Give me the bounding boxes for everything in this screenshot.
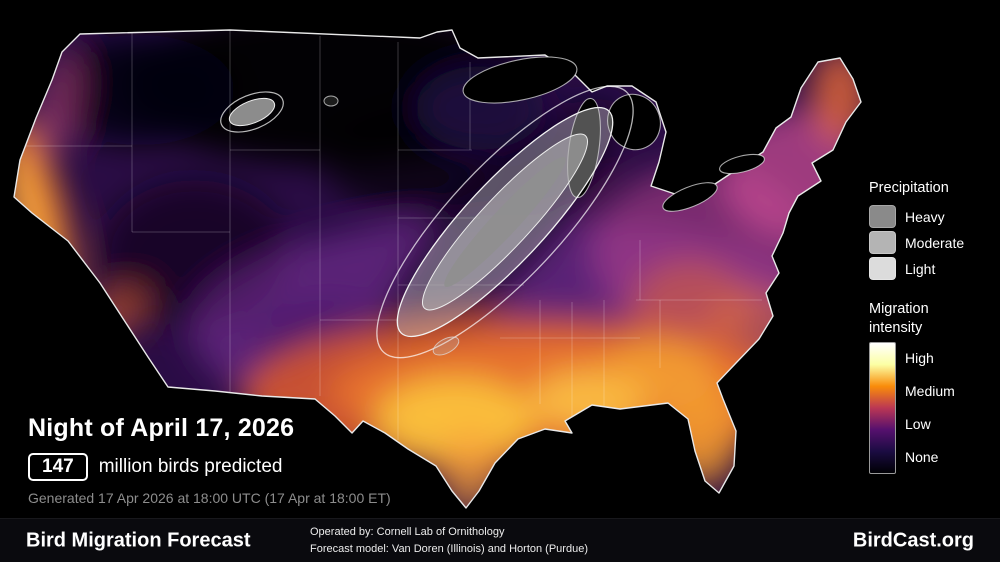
footer-bar: Bird Migration Forecast Operated by: Cor… (0, 518, 1000, 562)
credits: Operated by: Cornell Lab of Ornithology … (310, 523, 588, 557)
forecast-date-title: Night of April 17, 2026 (28, 414, 295, 442)
us-outline (13, 29, 862, 509)
us-migration-map (13, 29, 862, 509)
legend: Precipitation Heavy Moderate Light Migra… (869, 180, 999, 474)
precipitation-legend-title: Precipitation (869, 180, 949, 196)
precip-item-heavy: Heavy (869, 205, 999, 228)
migration-legend-title: Migration intensity (869, 301, 929, 336)
bird-count-suffix: million birds predicted (98, 456, 283, 477)
great-lakes (462, 56, 765, 212)
precipitation-overlay (220, 85, 634, 359)
migration-scale: High Medium Low None (869, 341, 999, 474)
precip-item-light: Light (869, 257, 999, 280)
precip-swatch-light (869, 257, 896, 280)
forecast-model-text: Forecast model: Van Doren (Illinois) and… (310, 542, 588, 555)
migration-label-low: Low (905, 416, 931, 433)
bird-count-box: 147 (28, 453, 88, 481)
migration-scale-labels: High Medium Low None (905, 342, 955, 474)
migration-label-none: None (905, 449, 939, 466)
migration-label-medium: Medium (905, 383, 955, 400)
brand-title: Bird Migration Forecast (26, 529, 251, 551)
precip-label-light: Light (905, 260, 936, 277)
bird-count-value: 147 (42, 456, 74, 477)
birdcast-link[interactable]: BirdCast.org (852, 529, 974, 551)
state-boundaries (15, 30, 762, 440)
bird-count-row: 147 million birds predicted (28, 453, 391, 481)
map-area (13, 29, 862, 509)
precip-label-heavy: Heavy (905, 208, 945, 225)
precip-item-moderate: Moderate (869, 231, 999, 254)
operated-by-text: Operated by: Cornell Lab of Ornithology (310, 525, 505, 538)
migration-label-high: High (905, 350, 934, 367)
precip-label-moderate: Moderate (905, 234, 965, 251)
precip-swatch-heavy (869, 205, 896, 228)
precip-swatch-moderate (869, 231, 896, 254)
generated-timestamp: Generated 17 Apr 2026 at 18:00 UTC (17 A… (28, 490, 391, 506)
forecast-summary: Night of April 17, 2026 147 million bird… (28, 414, 391, 506)
migration-gradient-bar (869, 341, 896, 474)
